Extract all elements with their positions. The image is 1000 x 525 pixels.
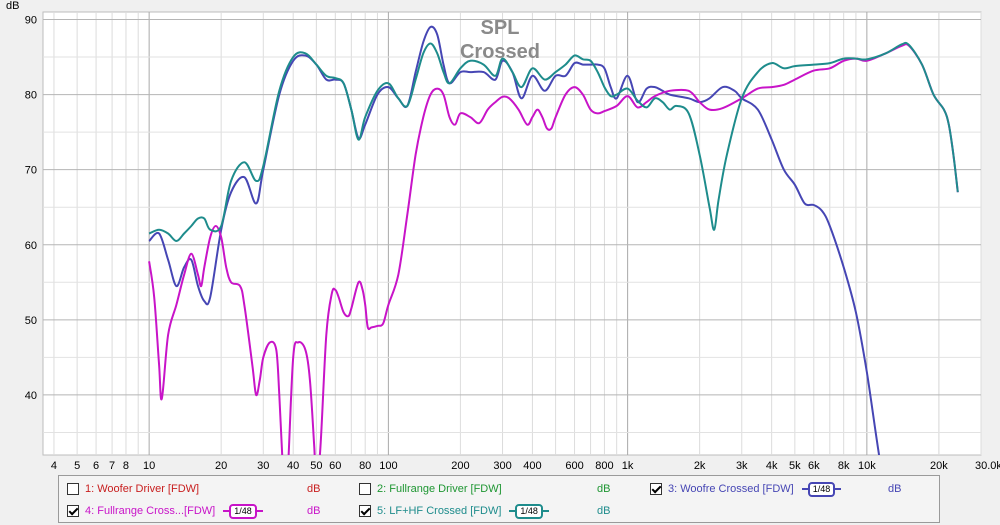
x-tick-label: 2k	[694, 460, 706, 472]
x-tick-label: 8	[123, 460, 129, 472]
x-tick-label: 6	[93, 460, 99, 472]
x-tick-label: 6k	[808, 460, 820, 472]
legend-item-4[interactable]: 4: Fullrange Cross...[FDW] 1/48	[67, 502, 263, 520]
x-tick-label: 10k	[858, 460, 876, 472]
x-tick-label: 1k	[622, 460, 634, 472]
x-tick-label: 50	[310, 460, 322, 472]
x-tick-label: 20	[215, 460, 227, 472]
plot-background	[42, 11, 982, 456]
legend-label-1: 1: Woofer Driver [FDW]	[85, 483, 200, 495]
x-tick-label: 80	[359, 460, 371, 472]
legend-checkbox-5[interactable]	[359, 505, 371, 517]
legend-checkbox-1[interactable]	[67, 483, 79, 495]
smoothing-label-5: 1/48	[515, 503, 543, 519]
y-tick-label: 90	[25, 15, 37, 27]
x-tick-label: 100	[379, 460, 397, 472]
x-tick-label: 300	[493, 460, 511, 472]
legend-unit-1: dB	[307, 483, 321, 495]
x-tick-label: 800	[595, 460, 613, 472]
chart-subtitle: Crossed	[460, 41, 540, 63]
x-tick-label: 20k	[930, 460, 948, 472]
x-tick-label: 30	[257, 460, 269, 472]
smoothing-label-3: 1/48	[807, 481, 836, 497]
y-axis-label: dB	[6, 0, 19, 12]
x-tick-label: 600	[565, 460, 583, 472]
badge-line-right-3	[835, 488, 842, 490]
legend-unit-3: dB	[888, 483, 902, 495]
grid	[43, 12, 982, 455]
series-line-5	[148, 41, 959, 242]
legend-item-3[interactable]: 3: Woofre Crossed [FDW] 1/48	[650, 480, 842, 498]
legend-checkbox-2[interactable]	[359, 483, 371, 495]
x-tick-label: 5k	[789, 460, 801, 472]
smoothing-badge-3[interactable]: 1/48	[801, 481, 842, 497]
badge-line-right-5	[542, 510, 549, 512]
badge-line-left-4	[223, 510, 230, 512]
legend-item-2[interactable]: 2: Fullrange Driver [FDW]	[359, 480, 502, 498]
legend-label-5: 5: LF+HF Crossed [FDW]	[377, 505, 502, 517]
x-tick-label: 200	[451, 460, 469, 472]
series-line-3	[148, 25, 881, 455]
x-tick-label: 10	[143, 460, 155, 472]
legend-item-5[interactable]: 5: LF+HF Crossed [FDW] 1/48	[359, 502, 549, 520]
badge-line-left-5	[509, 510, 516, 512]
legend-checkbox-4[interactable]	[67, 505, 79, 517]
y-tick-label: 40	[25, 390, 37, 402]
y-tick-label: 80	[25, 90, 37, 102]
x-tick-label: 40	[287, 460, 299, 472]
y-tick-label: 50	[25, 315, 37, 327]
y-tick-label: 70	[25, 165, 37, 177]
x-tick-label: 8k	[838, 460, 850, 472]
legend-label-4: 4: Fullrange Cross...[FDW]	[85, 505, 216, 517]
y-tick-label: 60	[25, 240, 37, 252]
chart-title: SPL	[481, 17, 520, 39]
legend-label-2: 2: Fullrange Driver [FDW]	[377, 483, 502, 495]
legend-label-3: 3: Woofre Crossed [FDW]	[668, 483, 794, 495]
x-tick-label: 5	[74, 460, 80, 472]
x-tick-label: 3k	[736, 460, 748, 472]
x-tick-label: 7	[109, 460, 115, 472]
legend: 1: Woofer Driver [FDW] dB 2: Fullrange D…	[58, 475, 940, 523]
smoothing-label-4: 1/48	[229, 503, 257, 519]
series-layer	[148, 25, 959, 455]
x-tick-label: 60	[329, 460, 341, 472]
x-tick-label: 400	[523, 460, 541, 472]
legend-item-1[interactable]: 1: Woofer Driver [FDW]	[67, 480, 199, 498]
chart-area: 40 50 60 70 80 90 4 5 6 7 8 10 20 30 40 50 60 80 100 200 300…	[6, 0, 1000, 472]
smoothing-badge-4[interactable]: 1/48	[223, 503, 263, 519]
smoothing-badge-5[interactable]: 1/48	[509, 503, 549, 519]
badge-line-right-4	[256, 510, 263, 512]
legend-unit-2: dB	[597, 483, 611, 495]
legend-unit-4: dB	[307, 505, 321, 517]
tick-labels: 40 50 60 70 80 90 4 5 6 7 8 10 20 30 40 50 60 80 100 200 300…	[25, 15, 1000, 472]
x-tick-label: 4	[51, 460, 57, 472]
legend-checkbox-3[interactable]	[650, 483, 662, 495]
x-tick-label: 30.0k Hz	[975, 460, 1000, 472]
legend-unit-5: dB	[597, 505, 611, 517]
badge-line-left-3	[801, 488, 808, 490]
x-tick-label: 4k	[766, 460, 778, 472]
